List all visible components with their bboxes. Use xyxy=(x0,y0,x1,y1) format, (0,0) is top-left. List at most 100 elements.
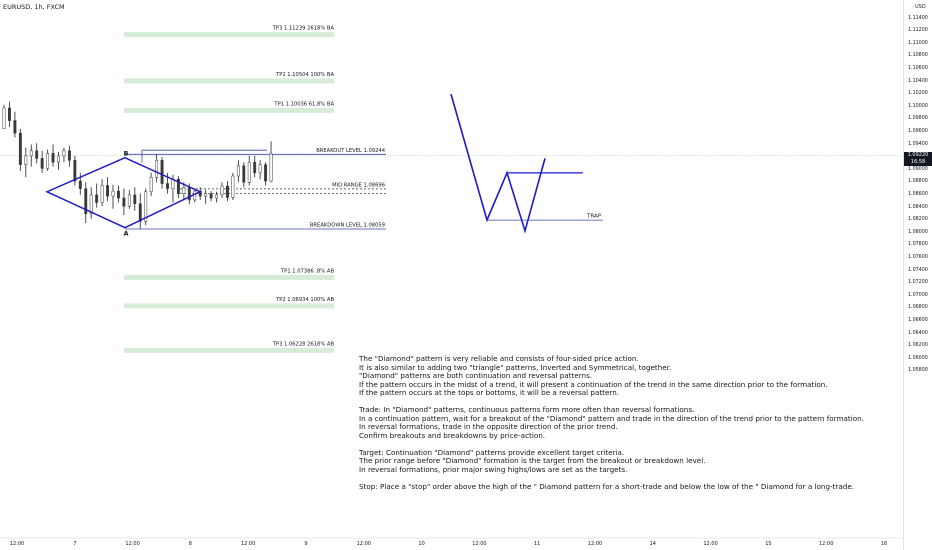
current-price-tag: 1.09220 16:58 xyxy=(904,151,932,166)
candle xyxy=(253,155,257,178)
price-axis[interactable] xyxy=(903,0,932,550)
price-tick-label: 1.08800 xyxy=(908,179,928,185)
candle-body xyxy=(247,161,251,183)
candle xyxy=(24,147,28,178)
note-line: It is also similar to adding two "triang… xyxy=(359,362,672,372)
candle xyxy=(35,143,39,164)
price-tick-label: 1.09800 xyxy=(908,116,928,122)
candle-body xyxy=(253,161,257,174)
candle-body xyxy=(155,160,159,178)
target-zone-label: TP1 1.10036 61.8% BA xyxy=(273,101,334,107)
point-b-label: B xyxy=(124,150,129,158)
price-tick-label: 1.06400 xyxy=(908,330,928,336)
candle-body xyxy=(209,193,213,199)
price-tick-label: 1.06600 xyxy=(908,317,928,323)
time-tick-label: 11 xyxy=(534,541,540,547)
price-tick-label: 1.11000 xyxy=(908,40,928,46)
candle xyxy=(220,182,224,199)
price-tick-label: 1.11400 xyxy=(908,15,928,21)
candle-body xyxy=(149,177,153,192)
candle xyxy=(264,162,268,186)
candle xyxy=(149,172,153,197)
target-zone-bar xyxy=(124,32,334,38)
trap-label: TRAP xyxy=(586,214,602,220)
price-tick-label: 1.10000 xyxy=(908,103,928,109)
time-tick-label: 8 xyxy=(189,541,192,547)
candle-body xyxy=(193,190,197,201)
candle-body xyxy=(29,150,33,157)
trap-illustration-path xyxy=(450,93,546,234)
target-zone-label: TP2 1.10504 100% BA xyxy=(275,72,334,78)
time-tick-label: 12:00 xyxy=(125,541,139,547)
time-tick-label: 16 xyxy=(881,541,887,547)
candle-body xyxy=(215,194,219,199)
current-price: 1.09220 xyxy=(907,151,929,158)
candle-countdown: 16:58 xyxy=(910,158,926,165)
note-line: In reversal formations, trade in the opp… xyxy=(359,422,618,431)
time-tick-label: 10 xyxy=(418,541,424,547)
candle xyxy=(193,188,197,203)
time-tick-label: 12:00 xyxy=(472,541,486,547)
target-zone-bar xyxy=(124,78,334,84)
price-tick-label: 1.08600 xyxy=(908,191,928,197)
candle-body xyxy=(73,160,77,182)
candle-body xyxy=(176,178,180,194)
candle xyxy=(155,153,159,183)
candle xyxy=(73,155,77,186)
diamond-pattern-notes: The "Diamond" pattern is very reliable a… xyxy=(359,354,899,491)
candle-body xyxy=(138,203,142,222)
candle xyxy=(84,182,88,224)
candle xyxy=(209,191,213,202)
candle xyxy=(269,141,273,183)
note-line: In reversal formations, prior major swin… xyxy=(359,464,628,474)
target-zone-bar xyxy=(124,303,334,309)
price-tick-label: 1.07000 xyxy=(908,292,928,298)
candle xyxy=(8,101,11,127)
candle-body xyxy=(220,185,224,196)
candle xyxy=(247,155,251,186)
candle xyxy=(95,183,99,208)
chart-area[interactable]: TP3 1.11239 2618% BA TP2 1.10504 100% BA T… xyxy=(0,0,903,550)
time-tick-label: 9 xyxy=(304,541,307,547)
candle xyxy=(18,128,22,171)
candle xyxy=(100,179,104,207)
candle-body xyxy=(8,107,11,121)
candle xyxy=(51,144,55,167)
point-a-label: A xyxy=(123,230,128,238)
time-tick-label: 12:00 xyxy=(703,541,717,547)
note-line: Stop: Place a "stop" order above the hig… xyxy=(359,481,855,491)
candle-body xyxy=(236,165,240,177)
time-tick-label: 12:00 xyxy=(10,541,24,547)
note-line: The prior range before "Diamond" formati… xyxy=(359,456,706,465)
candle xyxy=(117,185,120,203)
price-tick-label: 1.10400 xyxy=(908,78,928,84)
candle-body xyxy=(13,120,17,134)
candle-body xyxy=(78,180,82,189)
candle-body xyxy=(264,164,268,182)
candle xyxy=(111,184,115,209)
candle-body xyxy=(40,158,44,169)
target-zone-label: TP3 1.06228 2618% AB xyxy=(272,341,335,347)
candle-body xyxy=(106,185,109,197)
note-line: Confirm breakouts and breakdowns by pric… xyxy=(359,430,546,440)
currency-label: USD xyxy=(915,4,926,10)
price-tick-label: 1.07400 xyxy=(908,267,928,273)
diamond-pattern xyxy=(45,156,202,229)
candle-body xyxy=(127,194,131,207)
target-zone-bar xyxy=(124,107,334,113)
candle-body xyxy=(122,197,126,207)
candle-body xyxy=(95,194,99,203)
price-tick-label: 1.06000 xyxy=(908,355,928,361)
candle-body xyxy=(111,190,115,197)
candle xyxy=(138,193,142,229)
candle-body xyxy=(51,153,55,163)
symbol-title[interactable]: EURUSD, 1h, FXCM xyxy=(3,3,65,11)
target-zone-bar xyxy=(124,347,334,353)
candle-body xyxy=(84,188,88,215)
level-label: BREAKOUT LEVEL 1.09244 xyxy=(316,148,385,154)
candle-body xyxy=(117,190,120,199)
candle xyxy=(144,188,148,226)
time-tick-label: 7 xyxy=(73,541,76,547)
time-tick-label: 12:00 xyxy=(241,541,255,547)
candle-body xyxy=(2,107,6,129)
